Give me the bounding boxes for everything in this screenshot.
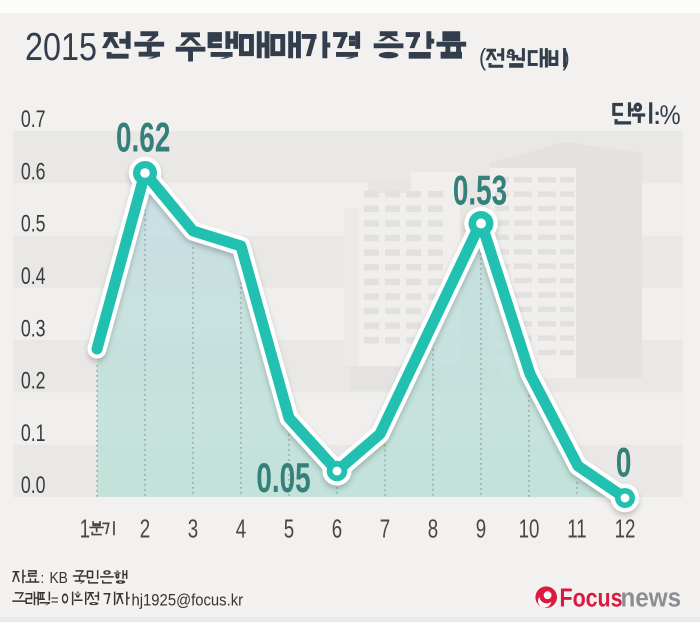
- svg-text:0: 0: [616, 439, 632, 486]
- svg-text:10: 10: [519, 513, 540, 543]
- svg-text:3: 3: [188, 513, 198, 543]
- svg-text:0.3: 0.3: [21, 316, 46, 342]
- svg-text:0.53: 0.53: [453, 167, 507, 214]
- svg-text:): ): [563, 43, 570, 70]
- svg-text:4: 4: [236, 513, 246, 543]
- svg-text::: :: [654, 102, 661, 129]
- svg-text:0.7: 0.7: [21, 107, 46, 133]
- svg-text:news: news: [621, 584, 682, 613]
- svg-text:0.4: 0.4: [21, 264, 46, 290]
- svg-text:12: 12: [615, 513, 636, 543]
- svg-text:2: 2: [140, 513, 150, 543]
- svg-text:5: 5: [284, 513, 294, 543]
- svg-text:0.0: 0.0: [21, 473, 46, 499]
- svg-text:6: 6: [332, 513, 342, 543]
- svg-text:0.05: 0.05: [256, 454, 310, 501]
- svg-text:2015: 2015: [25, 25, 97, 68]
- svg-text:KB: KB: [50, 569, 68, 587]
- svg-text:=: =: [51, 592, 59, 609]
- svg-text:1: 1: [80, 513, 90, 543]
- svg-text:11: 11: [567, 513, 586, 543]
- svg-text:hj1925@focus.kr: hj1925@focus.kr: [132, 592, 244, 610]
- svg-text:8: 8: [428, 513, 438, 543]
- svg-text:0.1: 0.1: [21, 420, 46, 446]
- svg-text:0.5: 0.5: [21, 211, 46, 237]
- svg-text:0.6: 0.6: [21, 159, 46, 185]
- svg-text::: :: [41, 570, 45, 587]
- svg-text:0.62: 0.62: [116, 114, 170, 161]
- svg-text:%: %: [660, 101, 681, 131]
- svg-text:Focus: Focus: [560, 584, 623, 612]
- svg-text:9: 9: [476, 513, 486, 543]
- svg-text:(: (: [479, 43, 487, 70]
- svg-text:7: 7: [380, 513, 390, 543]
- svg-text:0.2: 0.2: [21, 368, 46, 394]
